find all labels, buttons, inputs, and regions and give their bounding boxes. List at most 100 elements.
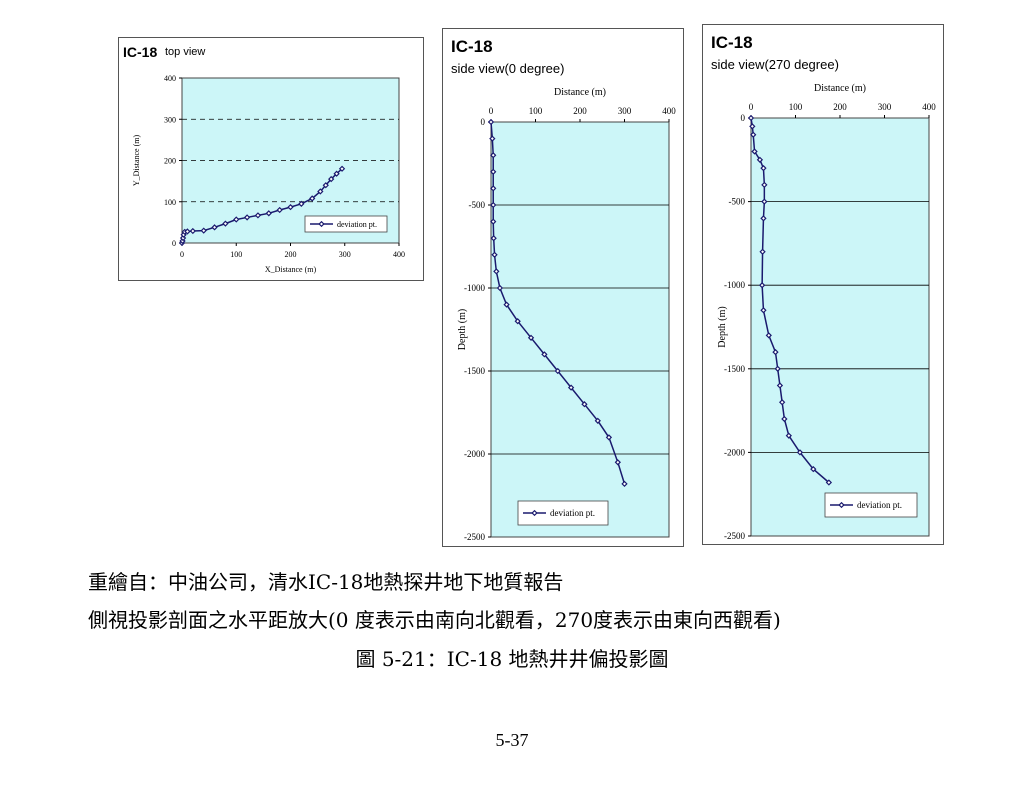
x-tick-label: 200 [285,250,297,259]
y-tick-label: -1500 [464,366,485,376]
figure-caption: 圖 5-21：IC-18 地熱井井偏投影圖 [355,647,669,671]
data-point [322,182,329,189]
data-point [825,479,833,486]
data-point [287,203,294,211]
x-tick-label: 400 [393,250,405,259]
plot-area [750,117,930,537]
chart-svg-top-view: 0 100 200 300 400 0 100 200 300 400 X_Distance (m)… [132,74,405,274]
chart-subtitle: side view(0 degree) [451,61,565,76]
y-tick-label: -1000 [724,280,745,290]
data-point [785,432,792,439]
data-point [749,123,756,130]
x-tick-label: 300 [878,102,892,112]
data-point [776,382,784,389]
y-tick-label: 0 [172,239,176,248]
x-axis-label: Distance (m) [554,87,606,98]
data-point [233,216,240,223]
data-point [503,301,510,308]
chart-title: IC-18 [711,33,753,52]
data-point [489,135,496,142]
data-point [490,152,497,159]
x-tick-label: 300 [618,106,632,116]
x-tick-label: 0 [749,102,754,112]
legend-box [304,215,388,233]
data-point [765,332,772,339]
legend-label: deviation pt. [337,220,377,229]
legend-box [517,500,609,526]
data-point [758,282,766,289]
x-tick-label: 100 [529,106,543,116]
data-point [605,434,613,441]
y-axis-label: Y_Distance (m) [132,135,141,187]
y-tick-label: -2000 [464,449,485,459]
x-tick-label: 400 [662,106,676,116]
y-tick-label: -2500 [724,531,745,541]
legend-marker [531,509,538,517]
legend-label: deviation pt. [550,508,595,518]
data-point [541,351,548,358]
data-point [567,384,575,391]
legend-marker [838,501,845,509]
x-axis-label: X_Distance (m) [265,265,317,274]
chart-subtitle: top view [165,46,206,58]
data-point [490,218,497,225]
y-tick-label: 0 [741,113,746,123]
data-point [490,201,497,209]
data-point [189,227,196,235]
data-point [491,251,498,258]
caption-source: 重繪自：中油公司，清水IC-18地熱探井地下地質報告 [88,570,564,594]
data-point [276,206,283,214]
data-point [514,318,521,325]
y-tick-label: -1500 [724,364,745,374]
data-point [333,170,340,177]
data-point [179,234,187,242]
x-tick-label: 200 [573,106,587,116]
data-point [490,168,497,175]
data-point [781,415,788,423]
data-point [760,215,767,222]
data-point [594,417,601,424]
data-point [756,156,764,163]
data-point [527,334,535,341]
y-tick-label: 200 [164,157,176,166]
x-tick-label: 200 [833,102,847,112]
data-point [493,268,500,275]
y-axis-label: Depth (m) [457,309,468,350]
data-point [760,307,767,314]
data-point [621,480,628,488]
y-tick-label: -1000 [464,283,485,293]
data-point [779,399,786,406]
y-tick-label: 300 [164,115,176,124]
chart-svg-side-view-270: 0 -500 -1000 -1500 -2000 -2500 0 100 200 300 400 Di… [717,83,936,541]
data-point [761,181,768,189]
y-tick-label: -500 [729,197,746,207]
data-point [222,220,229,227]
data-point [211,224,218,231]
caption-note: 側視投影剖面之水平距放大(0 度表示由南向北觀看，270度表示由東向西觀看) [88,608,781,632]
data-point [298,200,305,207]
data-point [490,185,497,192]
chart-subtitle: side view(270 degree) [711,57,839,72]
data-point [796,449,804,456]
y-tick-label: 100 [164,198,176,207]
x-tick-label: 300 [339,250,351,259]
data-point [328,175,335,183]
data-point [243,214,251,221]
data-point [490,235,497,242]
data-point [774,365,781,372]
data-point [200,227,207,234]
series-line [490,121,626,485]
x-axis-label: Distance (m) [814,83,866,94]
data-point [810,465,817,473]
page-number: 5-37 [495,730,529,750]
data-point [759,248,766,255]
chart-title: IC-18 [123,44,158,60]
chart-panel-top-view: IC-18 top view 0 100 200 300 400 0 100 200 300 40… [118,37,424,281]
x-tick-label: 0 [180,250,184,259]
y-tick-label: 400 [164,74,176,83]
data-point [772,348,779,356]
y-tick-label: -500 [469,200,486,210]
x-tick-label: 0 [489,106,494,116]
y-tick-label: 0 [481,117,486,127]
data-point [581,401,588,408]
